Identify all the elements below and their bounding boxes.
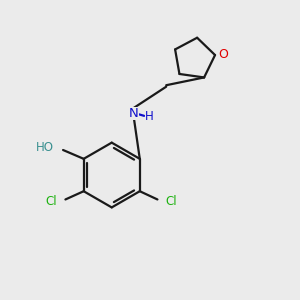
Text: Cl: Cl	[166, 195, 177, 208]
Text: H: H	[145, 110, 154, 123]
Text: Cl: Cl	[46, 195, 57, 208]
Text: O: O	[218, 48, 228, 61]
Text: N: N	[129, 107, 139, 120]
Text: HO: HO	[36, 141, 54, 154]
